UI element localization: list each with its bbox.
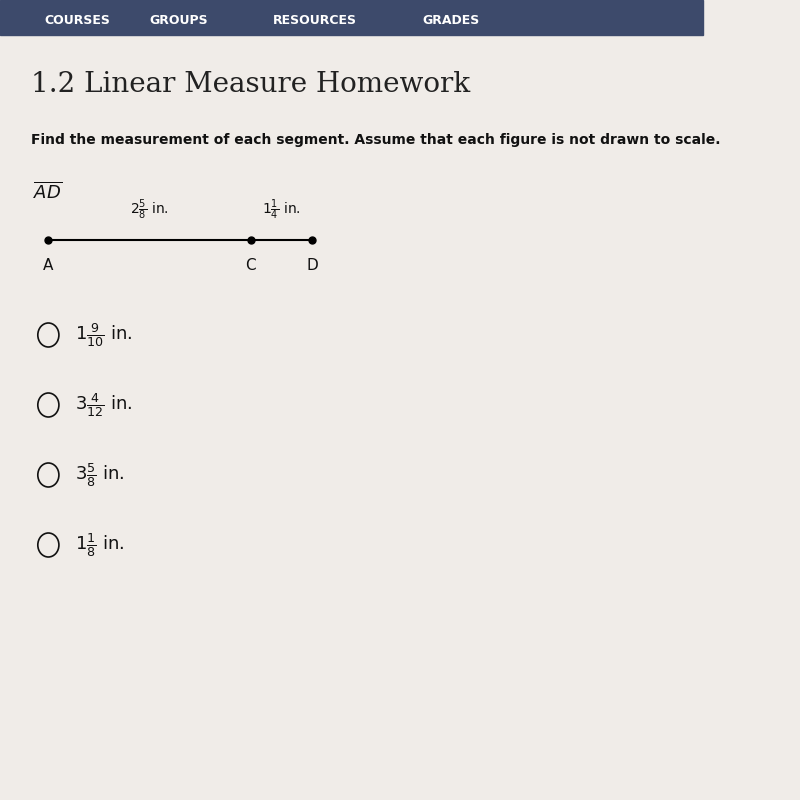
Text: $1\frac{9}{10}$ in.: $1\frac{9}{10}$ in.: [74, 321, 132, 349]
Text: D: D: [306, 258, 318, 273]
Text: $1\frac{1}{4}$ in.: $1\frac{1}{4}$ in.: [262, 198, 301, 222]
Text: A: A: [43, 258, 54, 273]
Text: $1\frac{1}{8}$ in.: $1\frac{1}{8}$ in.: [74, 531, 124, 559]
Text: $3\frac{4}{12}$ in.: $3\frac{4}{12}$ in.: [74, 391, 132, 419]
Text: $3\frac{5}{8}$ in.: $3\frac{5}{8}$ in.: [74, 461, 124, 489]
Text: Find the measurement of each segment. Assume that each figure is not drawn to sc: Find the measurement of each segment. As…: [30, 133, 720, 147]
Text: GRADES: GRADES: [422, 14, 479, 26]
Bar: [0, 0, 703, 35]
Text: RESOURCES: RESOURCES: [273, 14, 357, 26]
Text: $\overline{AD}$: $\overline{AD}$: [34, 182, 62, 202]
Text: $2\frac{5}{8}$ in.: $2\frac{5}{8}$ in.: [130, 198, 169, 222]
Text: 1.2 Linear Measure Homework: 1.2 Linear Measure Homework: [30, 71, 470, 98]
Text: COURSES: COURSES: [44, 14, 110, 26]
Text: C: C: [246, 258, 256, 273]
Text: GROUPS: GROUPS: [150, 14, 208, 26]
